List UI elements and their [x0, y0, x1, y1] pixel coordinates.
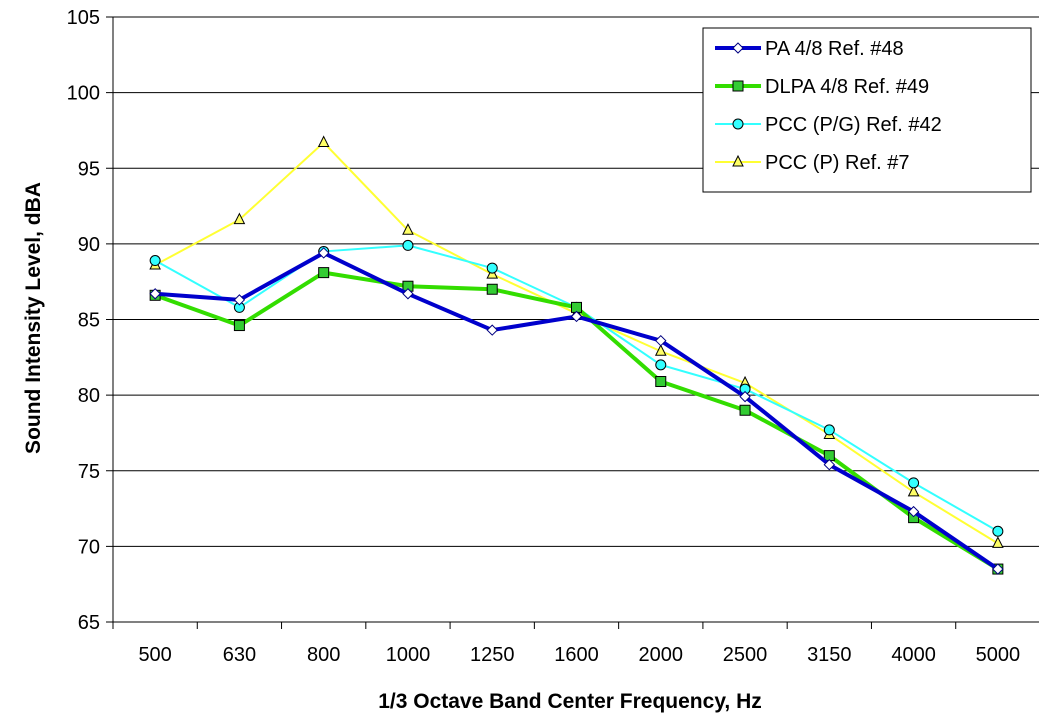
x-tick-label-1250: 1250 — [470, 644, 515, 666]
series-line-4 — [154, 141, 999, 545]
data-point-s1-630 — [233, 294, 246, 306]
series-4 — [149, 135, 1004, 548]
data-point-s4-2000 — [654, 344, 667, 356]
y-tick-label-65: 65 — [78, 612, 100, 634]
y-tick-label-80: 80 — [78, 385, 100, 407]
data-point-s3-500 — [149, 255, 161, 267]
y-tick-label-75: 75 — [78, 461, 100, 483]
y-tick-label-95: 95 — [78, 158, 100, 180]
data-point-s1-5000 — [992, 563, 1004, 575]
series-1 — [149, 247, 1004, 575]
y-axis-title: Sound Intensity Level, dBA — [22, 182, 45, 454]
data-point-s1-800 — [317, 247, 330, 259]
data-point-s1-500 — [149, 288, 161, 300]
data-point-s3-1000 — [402, 239, 414, 251]
legend-marker-2 — [732, 80, 744, 92]
legend-marker-4 — [732, 154, 744, 167]
data-point-s4-800 — [317, 135, 330, 148]
data-point-s4-630 — [233, 212, 246, 225]
y-tick-label-105: 105 — [67, 7, 100, 29]
data-point-s4-5000 — [992, 536, 1004, 548]
legend: PA 4/8 Ref. #48 DLPA 4/8 Ref. #49 PCC (P/G… — [702, 27, 1032, 193]
legend-marker-1 — [732, 42, 744, 54]
data-point-s1-1000 — [402, 288, 414, 300]
series-lines — [149, 135, 1004, 575]
x-tick-label-3150: 3150 — [807, 644, 852, 666]
data-point-s1-1250 — [486, 324, 498, 336]
legend-marker-3 — [732, 118, 744, 130]
legend-label-3: PCC (P/G) Ref. #42 — [765, 114, 942, 136]
x-tick-label-630: 630 — [223, 644, 256, 666]
legend-label-4: PCC (P) Ref. #7 — [765, 152, 909, 174]
x-tick-label-500: 500 — [138, 644, 171, 666]
data-point-s4-1000 — [402, 223, 414, 235]
data-point-s3-3150 — [823, 424, 835, 436]
x-tick-label-4000: 4000 — [891, 644, 936, 666]
axes — [106, 16, 1039, 629]
legend-label-1: PA 4/8 Ref. #48 — [765, 38, 904, 60]
data-point-s1-1600 — [570, 310, 583, 323]
x-tick-label-5000: 5000 — [976, 644, 1021, 666]
tick-labels: 65 70 75 80 85 90 95 100 105 500 630 800 1000 1250 160… — [67, 7, 1020, 666]
y-tick-label-100: 100 — [67, 83, 100, 105]
x-tick-label-800: 800 — [307, 644, 340, 666]
data-point-s1-2500 — [739, 390, 751, 403]
data-point-s2-2000 — [655, 376, 667, 388]
data-point-s2-1250 — [486, 283, 498, 295]
data-point-s3-2000 — [655, 359, 667, 371]
y-tick-label-85: 85 — [78, 310, 100, 332]
data-point-s2-800 — [318, 267, 330, 279]
gridlines — [113, 16, 1039, 547]
x-tick-label-2500: 2500 — [723, 644, 768, 666]
data-point-s3-4000 — [908, 477, 920, 489]
data-point-s2-630 — [233, 320, 245, 332]
y-tick-label-70: 70 — [78, 536, 100, 558]
x-tick-label-1000: 1000 — [386, 644, 431, 666]
data-point-s1-4000 — [907, 505, 920, 518]
legend-label-2: DLPA 4/8 Ref. #49 — [765, 76, 929, 98]
data-point-s4-4000 — [907, 484, 920, 497]
data-point-s3-1250 — [486, 262, 498, 274]
data-point-s2-2500 — [739, 404, 751, 416]
x-tick-label-1600: 1600 — [554, 644, 599, 666]
data-point-s3-5000 — [992, 525, 1004, 537]
x-tick-label-2000: 2000 — [639, 644, 684, 666]
y-tick-label-90: 90 — [78, 234, 100, 256]
x-axis-title: 1/3 Octave Band Center Frequency, Hz — [378, 690, 762, 713]
data-point-s1-2000 — [655, 334, 667, 347]
data-point-s1-3150 — [823, 458, 836, 471]
legend-box — [702, 27, 1032, 193]
